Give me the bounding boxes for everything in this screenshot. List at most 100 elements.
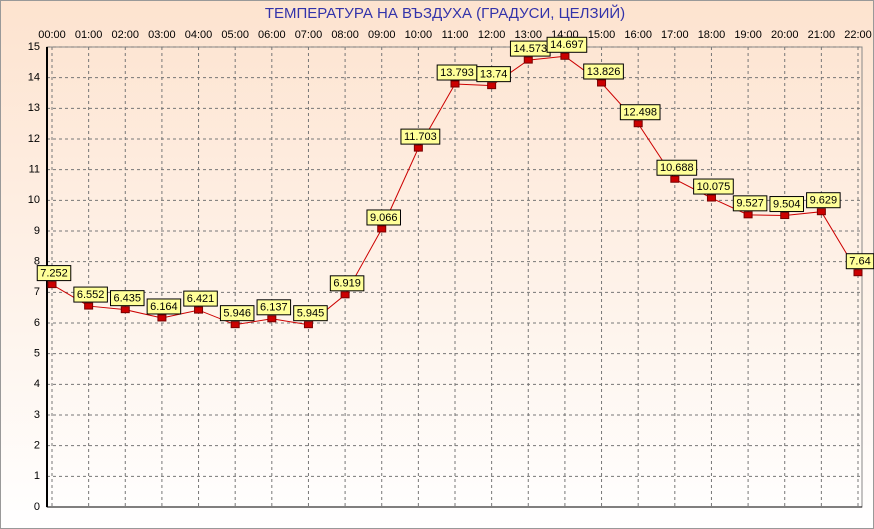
data-label: 10.075 — [697, 181, 731, 193]
data-label: 14.697 — [550, 39, 584, 51]
x-tick-label: 19:00 — [734, 29, 762, 41]
chart-title: ТЕМПЕРАТУРА НА ВЪЗДУХА (ГРАДУСИ, ЦЕЛЗИЙ) — [265, 4, 625, 22]
point-marker — [47, 281, 57, 289]
data-label: 13.74 — [480, 69, 508, 81]
data-label: 10.688 — [660, 162, 694, 174]
x-tick-label: 17:00 — [661, 29, 689, 41]
point-marker — [340, 291, 350, 299]
point-marker — [230, 321, 240, 329]
data-label-box — [732, 195, 768, 212]
data-label: 13.793 — [440, 67, 474, 79]
data-label-box — [656, 159, 698, 176]
x-tick-label: 22:00 — [844, 29, 872, 41]
data-label: 13.826 — [587, 66, 621, 78]
data-label: 14.573 — [513, 43, 547, 55]
data-label: 9.527 — [736, 198, 764, 210]
x-tick-label: 15:00 — [588, 29, 616, 41]
x-tick-label: 20:00 — [771, 29, 799, 41]
data-label-box — [293, 305, 328, 322]
data-label: 12.498 — [623, 107, 657, 119]
point-marker — [487, 82, 497, 90]
y-tick-label: 10 — [28, 194, 40, 206]
y-tick-label: 12 — [28, 133, 40, 145]
y-tick-label: 0 — [34, 501, 40, 513]
y-tick-label: 14 — [28, 72, 40, 84]
x-tick-label: 16:00 — [624, 29, 652, 41]
x-tick-label: 08:00 — [331, 29, 359, 41]
data-label-box — [546, 36, 588, 53]
point-marker — [743, 211, 753, 219]
x-tick-label: 00:00 — [38, 29, 66, 41]
data-label: 5.945 — [297, 308, 325, 320]
point-marker — [706, 194, 716, 202]
data-label: 9.504 — [773, 198, 801, 210]
data-label: 9.629 — [810, 195, 838, 207]
y-tick-label: 9 — [34, 225, 40, 237]
data-label-box — [400, 128, 441, 145]
data-label-box — [146, 298, 182, 315]
data-label: 9.066 — [370, 212, 398, 224]
data-label-box — [36, 265, 72, 282]
data-label: 6.421 — [187, 293, 215, 305]
y-tick-label: 4 — [34, 378, 40, 390]
y-tick-label: 11 — [29, 164, 40, 176]
data-label-box — [256, 299, 292, 316]
point-marker — [84, 302, 94, 310]
x-tick-label: 01:00 — [75, 29, 103, 41]
data-label: 6.164 — [150, 301, 178, 313]
point-marker — [633, 120, 643, 128]
x-tick-label: 11:00 — [442, 29, 469, 41]
point-marker — [157, 314, 167, 322]
data-label-box — [366, 209, 401, 226]
data-label: 6.137 — [260, 302, 288, 314]
data-label-box — [329, 275, 365, 292]
y-tick-label: 13 — [28, 102, 40, 114]
point-marker — [560, 52, 570, 60]
point-marker — [267, 315, 277, 323]
x-tick-label: 02:00 — [112, 29, 140, 41]
data-label-box — [183, 290, 218, 307]
y-tick-label: 3 — [34, 409, 40, 421]
point-marker — [816, 208, 826, 216]
x-tick-label: 06:00 — [258, 29, 286, 41]
data-label: 6.919 — [333, 278, 361, 290]
point-marker — [670, 175, 680, 183]
point-marker — [523, 56, 533, 64]
point-marker — [413, 144, 423, 152]
x-tick-label: 05:00 — [221, 29, 249, 41]
point-marker — [303, 321, 313, 329]
x-tick-label: 04:00 — [185, 29, 213, 41]
point-marker — [194, 306, 204, 314]
x-tick-label: 12:00 — [478, 29, 506, 41]
y-tick-label: 2 — [34, 440, 40, 452]
data-label-box — [476, 66, 511, 83]
point-marker — [597, 79, 607, 87]
x-tick-label: 18:00 — [698, 29, 726, 41]
data-label: 5.946 — [223, 308, 251, 320]
x-tick-label: 03:00 — [148, 29, 176, 41]
point-marker — [450, 80, 460, 88]
y-tick-label: 6 — [34, 317, 40, 329]
x-tick-label: 13:00 — [515, 29, 543, 41]
x-tick-label: 07:00 — [295, 29, 323, 41]
y-tick-label: 1 — [34, 470, 40, 482]
y-tick-label: 5 — [34, 348, 40, 360]
data-label: 6.435 — [114, 293, 142, 305]
point-marker — [780, 212, 790, 220]
data-label: 7.252 — [40, 268, 68, 280]
data-label-box — [806, 192, 841, 209]
x-tick-label: 10:00 — [405, 29, 433, 41]
data-label: 11.703 — [404, 131, 437, 143]
y-tick-label: 8 — [34, 256, 40, 268]
data-label-box — [219, 305, 255, 322]
point-marker — [853, 269, 863, 277]
data-label-box — [73, 286, 108, 303]
x-tick-label: 09:00 — [368, 29, 396, 41]
data-label: 7.64 — [849, 256, 870, 268]
x-tick-label: 21:00 — [808, 29, 836, 41]
data-label-box — [110, 290, 145, 307]
data-label-box — [769, 196, 804, 213]
